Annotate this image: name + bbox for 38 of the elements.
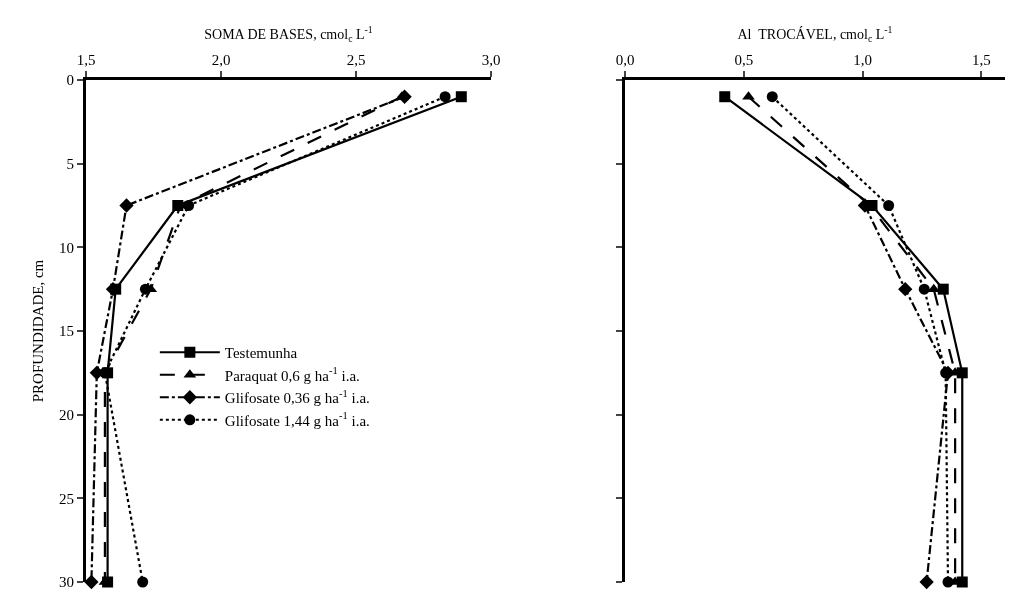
y-tick-label: 15 (59, 323, 74, 340)
point (455, 91, 467, 103)
point (137, 576, 149, 588)
point (397, 89, 412, 104)
x-tick-label: 1,0 (853, 52, 872, 68)
y-tick-label: 25 (59, 490, 74, 507)
point (883, 200, 895, 211)
y-tick-label: 5 (66, 155, 74, 172)
y-tick-label: 30 (59, 574, 74, 591)
legend-label: Paraquat 0,6 g ha$^{-1}$ i.a. (224, 365, 360, 384)
x-tick-label: 0,5 (734, 52, 754, 68)
point (84, 574, 99, 590)
x-tick-label: 2,0 (211, 52, 231, 68)
x-tick-label: 0,0 (615, 52, 635, 68)
point (183, 200, 195, 211)
x-axis-title: Al TROCÁVEL, cmol$_{c}$ L$^{-1}$ (737, 23, 893, 44)
point (119, 198, 134, 213)
point (139, 283, 151, 295)
point (942, 576, 954, 588)
y-axis-title: PROFUNDIDADE, cm (30, 259, 47, 403)
y-tick-label: 20 (59, 406, 74, 423)
x-tick-label: 2,5 (346, 52, 366, 68)
legend-label: Glifosate 0,36 g ha$^{-1}$ i.a. (224, 387, 370, 407)
point (439, 91, 451, 103)
x-axis-title: SOMA DE BASES, cmol$_{c}$ L$^{-1}$ (204, 23, 373, 44)
point (919, 574, 934, 590)
y-tick-label: 10 (59, 239, 74, 256)
point (898, 282, 913, 297)
point (918, 283, 930, 295)
x-tick-label: 1,5 (971, 52, 991, 68)
point (719, 91, 731, 103)
legend-label: Glifosate 1,44 g ha$^{-1}$ i.a. (224, 410, 370, 429)
x-tick-label: 3,0 (481, 52, 501, 68)
point (766, 91, 778, 103)
y-tick-label: 0 (66, 72, 74, 89)
x-tick-label: 1,5 (76, 52, 96, 68)
legend-label: Testemunha (224, 345, 298, 362)
point (937, 283, 949, 295)
